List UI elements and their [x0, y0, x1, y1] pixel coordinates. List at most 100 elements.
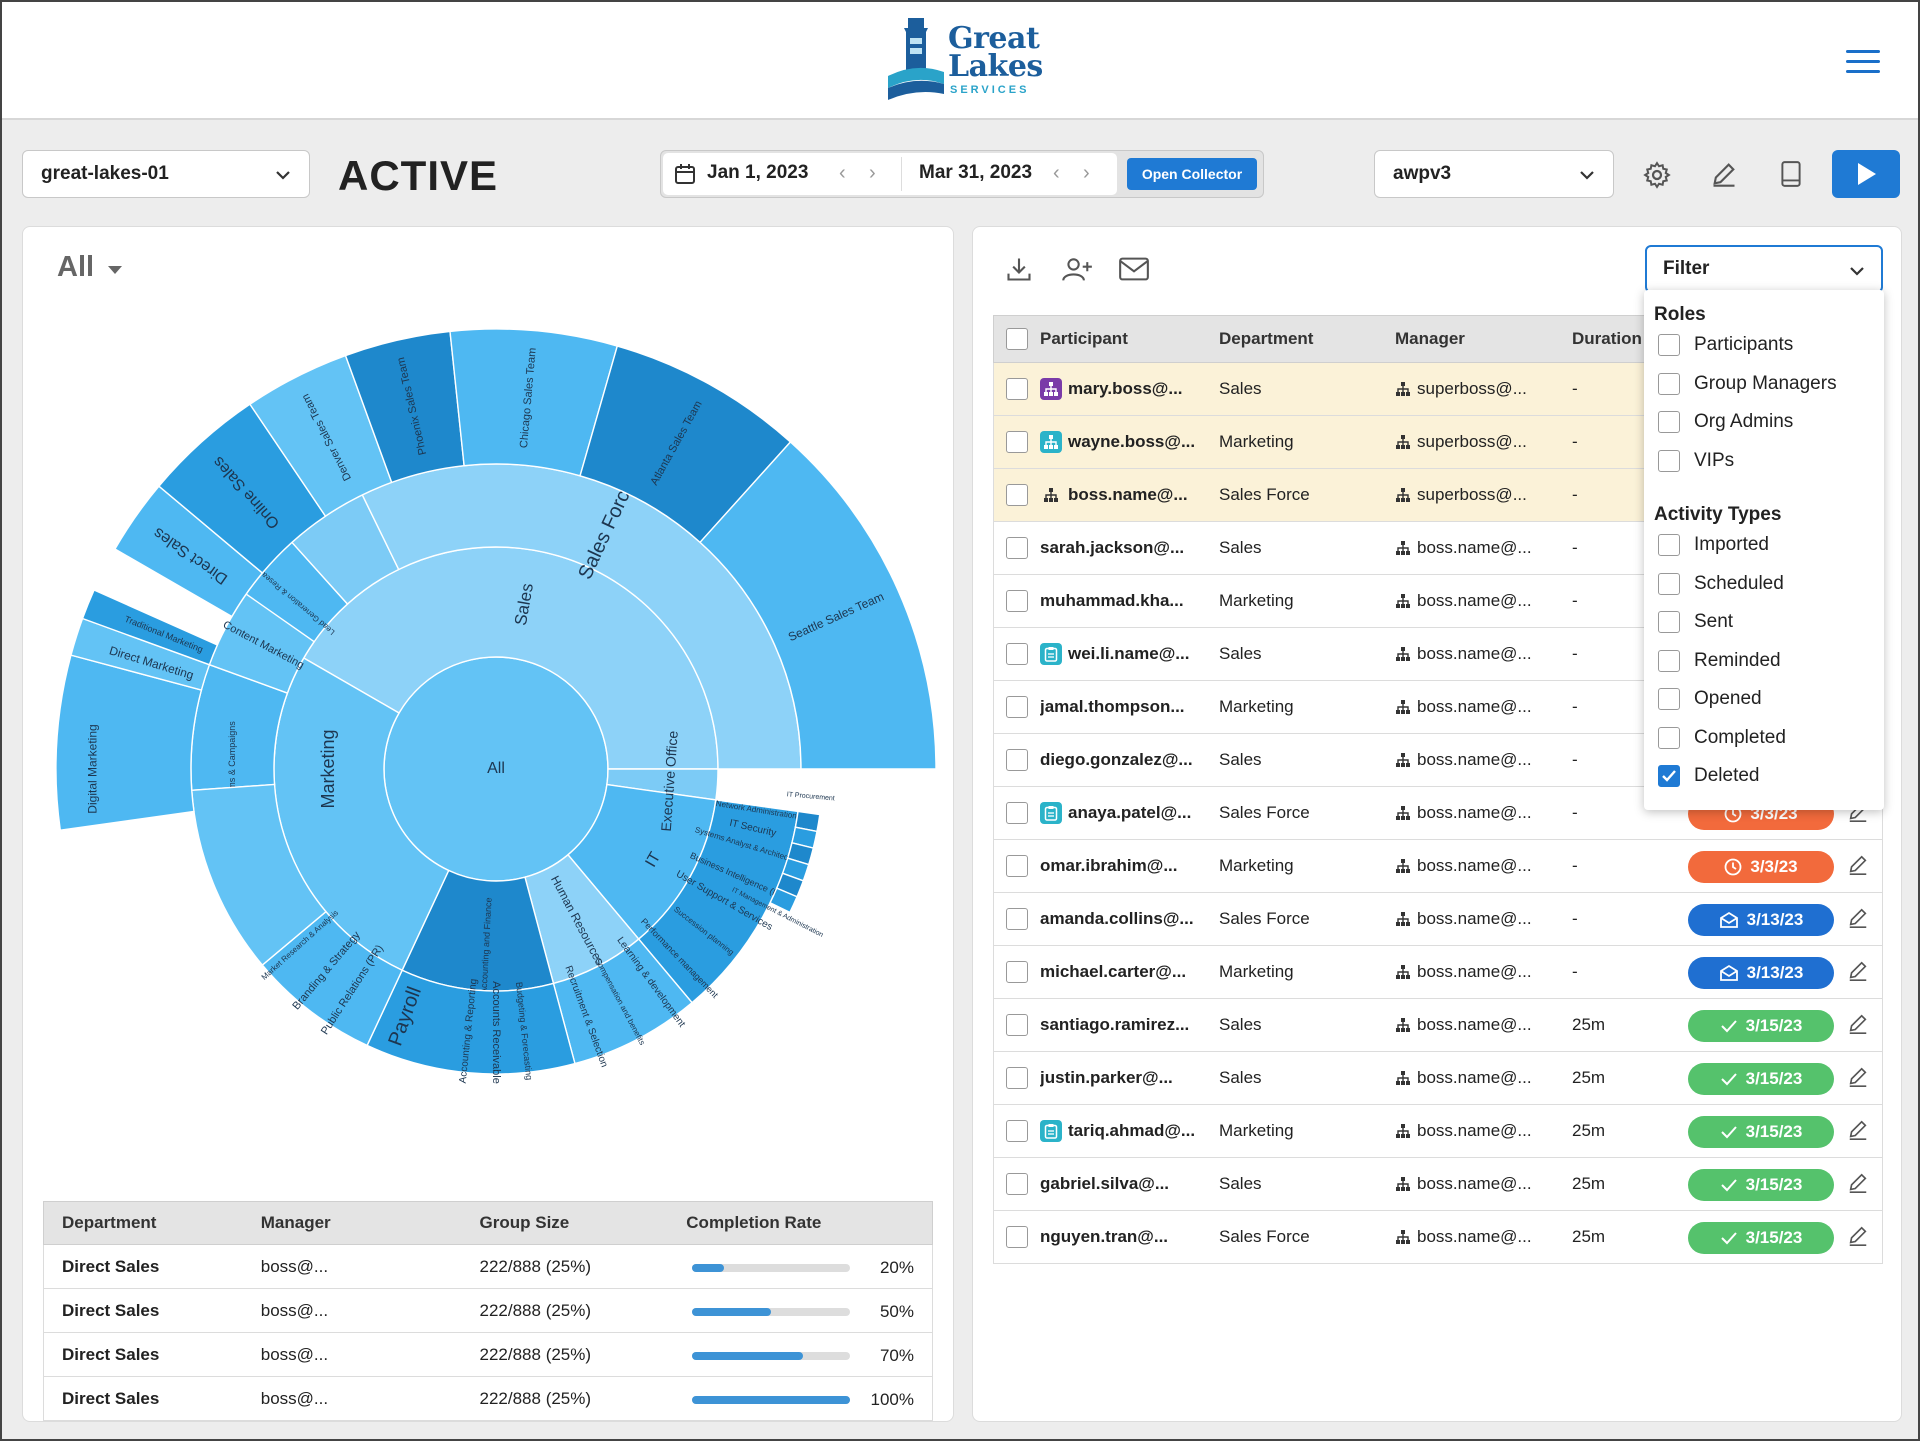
table-row[interactable]: diego.gonzalez@... Sales boss.name@... -: [993, 734, 1883, 787]
participant-email[interactable]: boss.name@...: [1068, 485, 1188, 504]
mail-icon[interactable]: [1119, 257, 1149, 281]
filter-option[interactable]: Sent: [1658, 611, 1733, 633]
participant-email[interactable]: diego.gonzalez@...: [1040, 750, 1193, 769]
select-all-checkbox[interactable]: [1006, 328, 1028, 350]
row-checkbox[interactable]: [1006, 696, 1028, 718]
filter-checkbox[interactable]: [1658, 372, 1680, 395]
edit-icon[interactable]: [1847, 1066, 1869, 1093]
table-row[interactable]: justin.parker@... Sales boss.name@... 25m 3/…: [993, 1052, 1883, 1105]
end-date-next-icon[interactable]: ›: [1083, 162, 1090, 184]
row-checkbox[interactable]: [1006, 908, 1028, 930]
edit-icon[interactable]: [1847, 1013, 1869, 1040]
end-date-prev-icon[interactable]: ‹: [1053, 162, 1060, 184]
status-badge[interactable]: 3/15/23: [1688, 1169, 1834, 1201]
participant-email[interactable]: muhammad.kha...: [1040, 591, 1184, 610]
calendar-icon[interactable]: [673, 162, 697, 186]
edit-icon[interactable]: [1847, 1172, 1869, 1199]
filter-checkbox[interactable]: [1658, 726, 1680, 749]
filter-checkbox[interactable]: [1658, 611, 1680, 633]
row-checkbox[interactable]: [1006, 961, 1028, 983]
participant-email[interactable]: amanda.collins@...: [1040, 909, 1194, 928]
filter-checkbox[interactable]: [1658, 572, 1680, 595]
open-collector-button[interactable]: Open Collector: [1127, 158, 1257, 190]
row-checkbox[interactable]: [1006, 590, 1028, 612]
participant-email[interactable]: sarah.jackson@...: [1040, 538, 1185, 557]
row-checkbox[interactable]: [1006, 431, 1028, 453]
participant-email[interactable]: santiago.ramirez...: [1040, 1015, 1190, 1034]
book-icon[interactable]: [1778, 160, 1804, 188]
participant-email[interactable]: tariq.ahmad@...: [1068, 1121, 1196, 1140]
start-date-next-icon[interactable]: ›: [869, 162, 876, 184]
table-row[interactable]: michael.carter@... Marketing boss.name@...…: [993, 946, 1883, 999]
status-badge[interactable]: 3/3/23: [1688, 851, 1834, 883]
col-manager[interactable]: Manager: [1395, 329, 1465, 348]
col-department[interactable]: Department: [62, 1213, 157, 1232]
row-checkbox[interactable]: [1006, 1226, 1028, 1248]
row-checkbox[interactable]: [1006, 1173, 1028, 1195]
row-checkbox[interactable]: [1006, 802, 1028, 824]
filter-checkbox[interactable]: [1658, 688, 1680, 710]
row-checkbox[interactable]: [1006, 537, 1028, 559]
row-checkbox[interactable]: [1006, 1067, 1028, 1089]
add-user-icon[interactable]: [1061, 255, 1093, 283]
download-icon[interactable]: [1005, 255, 1033, 283]
table-row[interactable]: jamal.thompson... Marketing boss.name@... -: [993, 681, 1883, 734]
filter-select[interactable]: Filter: [1645, 245, 1883, 293]
col-completion-rate[interactable]: Completion Rate: [686, 1213, 822, 1232]
participant-email[interactable]: gabriel.silva@...: [1040, 1174, 1170, 1193]
table-row[interactable]: Direct Sales boss@... 222/888 (25%) 20%: [43, 1245, 933, 1289]
filter-checkbox[interactable]: [1658, 649, 1680, 672]
participant-email[interactable]: mary.boss@...: [1068, 379, 1183, 398]
status-badge[interactable]: 3/15/23: [1688, 1222, 1834, 1254]
col-manager[interactable]: Manager: [260, 1213, 331, 1232]
filter-checkbox[interactable]: [1658, 334, 1680, 356]
row-checkbox[interactable]: [1006, 1014, 1028, 1036]
filter-option[interactable]: Group Managers: [1658, 372, 1837, 395]
filter-checkbox[interactable]: [1658, 765, 1680, 787]
table-row[interactable]: santiago.ramirez... Sales boss.name@... 25m…: [993, 999, 1883, 1052]
filter-option[interactable]: Reminded: [1658, 649, 1781, 672]
table-row[interactable]: Direct Sales boss@... 222/888 (25%) 70%: [43, 1333, 933, 1377]
row-checkbox[interactable]: [1006, 1120, 1028, 1142]
row-checkbox[interactable]: [1006, 484, 1028, 506]
table-row[interactable]: tariq.ahmad@... Marketing boss.name@... 25m…: [993, 1105, 1883, 1158]
participant-email[interactable]: wayne.boss@...: [1068, 432, 1196, 451]
edit-icon[interactable]: [1847, 1225, 1869, 1252]
sunburst-content-mkt[interactable]: [208, 593, 316, 694]
edit-icon[interactable]: [1847, 854, 1869, 881]
table-row[interactable]: nguyen.tran@... Sales Force boss.name@... 2…: [993, 1211, 1883, 1264]
status-badge[interactable]: 3/15/23: [1688, 1063, 1834, 1095]
edit-icon[interactable]: [1847, 907, 1869, 934]
col-duration[interactable]: Duration: [1572, 329, 1642, 348]
filter-option[interactable]: Org Admins: [1658, 411, 1793, 433]
col-department[interactable]: Department: [1219, 329, 1314, 348]
sunburst-traditional[interactable]: [81, 589, 219, 666]
row-checkbox[interactable]: [1006, 378, 1028, 400]
status-badge[interactable]: 3/15/23: [1688, 1116, 1834, 1148]
status-badge[interactable]: 3/15/23: [1688, 1010, 1834, 1042]
row-checkbox[interactable]: [1006, 855, 1028, 877]
sunburst-it-leaf[interactable]: [769, 887, 798, 914]
status-badge[interactable]: 3/13/23: [1688, 904, 1834, 936]
menu-icon[interactable]: [1846, 50, 1880, 74]
participant-email[interactable]: michael.carter@...: [1040, 962, 1187, 981]
table-row[interactable]: Direct Sales boss@... 222/888 (25%) 100%: [43, 1377, 933, 1421]
filter-option[interactable]: VIPs: [1658, 449, 1734, 472]
end-date[interactable]: Mar 31, 2023: [919, 162, 1033, 183]
participant-email[interactable]: justin.parker@...: [1040, 1068, 1173, 1087]
instance-select[interactable]: great-lakes-01: [22, 150, 310, 198]
participant-email[interactable]: omar.ibrahim@...: [1040, 856, 1178, 875]
participant-email[interactable]: anaya.patel@...: [1068, 803, 1192, 822]
table-row[interactable]: gabriel.silva@... Sales boss.name@... 25m 3/…: [993, 1158, 1883, 1211]
start-date-prev-icon[interactable]: ‹: [839, 162, 846, 184]
edit-icon[interactable]: [1847, 960, 1869, 987]
table-row[interactable]: Direct Sales boss@... 222/888 (25%) 50%: [43, 1289, 933, 1333]
sunburst-seattle[interactable]: [699, 441, 937, 770]
run-button[interactable]: [1832, 150, 1900, 198]
filter-checkbox[interactable]: [1658, 411, 1680, 433]
row-checkbox[interactable]: [1006, 643, 1028, 665]
status-badge[interactable]: 3/13/23: [1688, 957, 1834, 989]
edit-icon[interactable]: [1847, 1119, 1869, 1146]
filter-option[interactable]: Scheduled: [1658, 572, 1784, 595]
row-checkbox[interactable]: [1006, 749, 1028, 771]
